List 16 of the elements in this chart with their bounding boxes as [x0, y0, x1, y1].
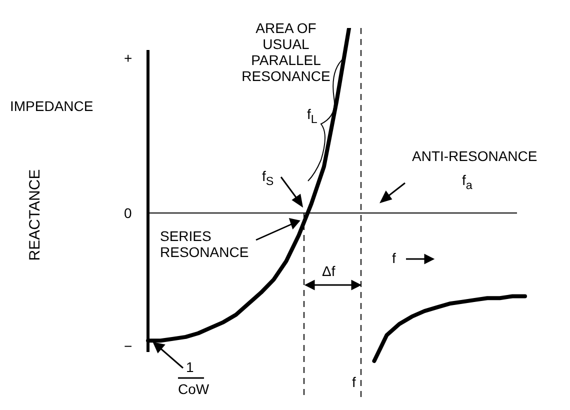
text: f	[352, 374, 356, 390]
text: +	[124, 50, 132, 66]
annotation: AREA OF USUAL PARALLEL RESONANCE	[240, 20, 332, 84]
text: IMPEDANCE	[10, 98, 94, 114]
annotation: f$_{a}$	[462, 172, 472, 194]
annotation: f$_{L}$	[307, 106, 318, 128]
text: 0	[124, 205, 132, 221]
text: CoW	[178, 381, 210, 397]
annotation: f	[392, 250, 396, 266]
annotation: f$_{S}$	[262, 168, 274, 190]
text: −	[124, 338, 132, 354]
text: REACTANCE	[26, 169, 44, 261]
annotation: ANTI-RESONANCE	[412, 148, 538, 164]
annotation: 1	[186, 359, 194, 375]
annotation: SERIES RESONANCE	[160, 228, 250, 260]
annotation: Δf	[322, 263, 336, 279]
